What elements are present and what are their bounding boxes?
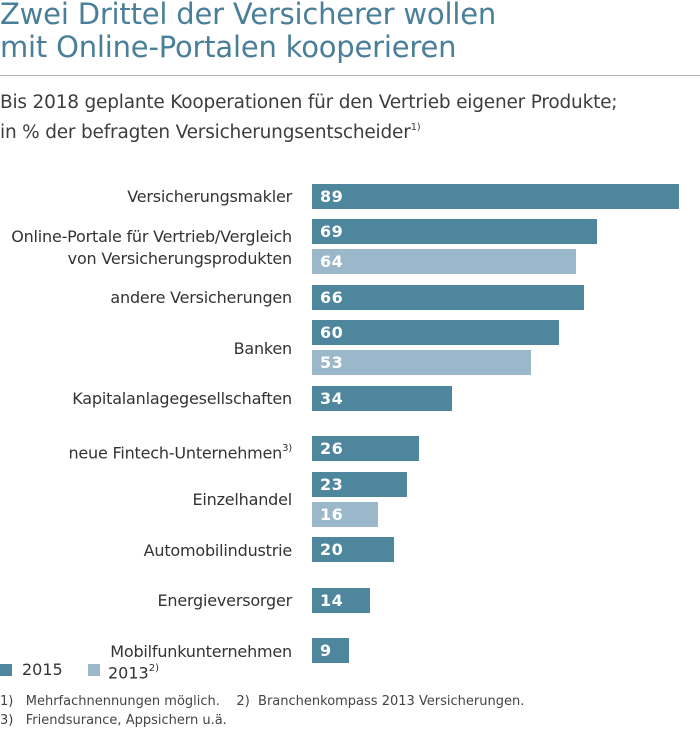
subtitle-line-1: Bis 2018 geplante Kooperationen für den … [0,92,618,113]
category-label-text: Einzelhandel [192,490,292,510]
category-label-text: Automobilindustrie [143,540,293,560]
footnote-line-1: 1) Mehrfachnennungen möglich. 2) Branche… [0,694,525,709]
title-divider [0,75,700,76]
chart-title: Zwei Drittel der Versicherer wollen mit … [0,0,700,64]
category-label-einzelhandel: Einzelhandel [192,489,292,511]
subtitle-footnote-marker: 1) [410,122,421,133]
bar-value-label: 60 [320,323,344,343]
category-label-text: andere Versicherungen [110,288,292,308]
bar-value-label: 20 [320,540,344,560]
category-label-text: neue Fintech-Unternehmen [68,443,283,463]
category-label-text: Kapitalanlagegesellschaften [72,389,292,409]
category-label-line: Mobilfunkunternehmen [110,641,292,663]
bar-value-label: 66 [320,287,344,307]
chart-subtitle: Bis 2018 geplante Kooperationen für den … [0,90,700,146]
category-label-banken: Banken [233,338,293,360]
bar-mobilfunkunternehmen-2015: 9 [312,638,350,664]
bar-value-label: 69 [320,222,344,242]
bar-banken-2013: 53 [312,350,531,376]
category-label-versicherungsmakler: Versicherungsmakler [127,186,292,208]
bar-banken-2015: 60 [312,320,560,346]
category-label-text: Versicherungsmakler [127,187,292,207]
bar-versicherungsmakler-2015: 89 [312,183,679,209]
chart-title-line-2: mit Online-Portalen kooperieren [0,30,457,64]
category-label-line: Versicherungsmakler [127,186,292,208]
category-label-andere-versicherungen: andere Versicherungen [110,287,292,309]
bar-einzelhandel-2015: 23 [312,471,407,497]
bar-neue-fintech-unternehmen-2015: 26 [312,436,420,462]
category-label-line: neue Fintech-Unternehmen3) [68,439,292,464]
legend-footnote-marker: 2) [148,663,159,674]
category-label-mobilfunkunternehmen: Mobilfunkunternehmen [110,641,292,663]
category-label-line: andere Versicherungen [110,287,292,309]
category-label-line: Energieversorger [157,590,292,612]
bar-value-label: 9 [320,641,332,661]
category-label-energieversorger: Energieversorger [157,590,292,612]
bar-value-label: 14 [320,590,344,610]
bar-andere-versicherungen-2015: 66 [312,284,585,310]
bar-value-label: 89 [320,186,344,206]
bar-value-label: 26 [320,439,344,459]
category-label-text: Mobilfunkunternehmen [110,641,292,661]
category-label-text: Energieversorger [157,591,292,611]
bar-value-label: 64 [320,252,344,272]
legend: 2015 20132) [0,658,400,682]
bar-energieversorger-2015: 14 [312,587,370,613]
legend-swatch-2015 [0,664,12,676]
legend-label-2013-wrap: 20132) [108,658,159,685]
category-label-automobilindustrie: Automobilindustrie [143,540,293,562]
bar-einzelhandel-2013: 16 [312,501,378,527]
bar-online-portale-f-r-vertrieb-vergleich-von-versicherungsprodukten-2013: 64 [312,249,576,275]
bar-kapitalanlagegesellschaften-2015: 34 [312,385,453,411]
category-label-line: Banken [233,338,293,360]
bar-value-label: 34 [320,388,344,408]
footnote-line-2: 3) Friendsurance, Appsichern u.ä. [0,713,227,728]
category-label-line: Automobilindustrie [143,540,293,562]
category-label-line: Online-Portale für Vertrieb/Vergleich [11,226,292,248]
category-label-neue-fintech-unternehmen: neue Fintech-Unternehmen3) [68,439,292,464]
category-label-text: Online-Portale für Vertrieb/Vergleich [11,226,292,246]
footnotes: 1) Mehrfachnennungen möglich. 2) Branche… [0,692,700,730]
legend-swatch-2013 [88,664,100,676]
chart-title-line-1: Zwei Drittel der Versicherer wollen [0,0,497,31]
category-label-kapitalanlagegesellschaften: Kapitalanlagegesellschaften [72,388,292,410]
legend-label-2015: 2015 [22,660,63,679]
bar-online-portale-f-r-vertrieb-vergleich-von-versicherungsprodukten-2015: 69 [312,219,597,245]
category-footnote-marker: 3) [282,442,292,454]
bar-value-label: 53 [320,353,344,373]
category-label-text: von Versicherungsprodukten [67,248,293,268]
bar-automobilindustrie-2015: 20 [312,537,395,563]
legend-label-2013: 2013 [108,663,149,683]
category-label-line: Kapitalanlagegesellschaften [72,388,292,410]
bar-value-label: 16 [320,504,344,524]
category-label-online-portale-f-r-vertrieb-vergleich-von-versicherungsprodukten: Online-Portale für Vertrieb/Vergleich von… [11,226,292,270]
subtitle-line-2: in % der befragten Versicherungsentschei… [0,116,700,146]
category-label-text: Banken [233,338,293,358]
bar-value-label: 23 [320,474,344,494]
subtitle-line-2-text: in % der befragten Versicherungsentschei… [0,122,411,144]
category-label-line: von Versicherungsprodukten [11,248,293,270]
category-label-line: Einzelhandel [192,489,292,511]
